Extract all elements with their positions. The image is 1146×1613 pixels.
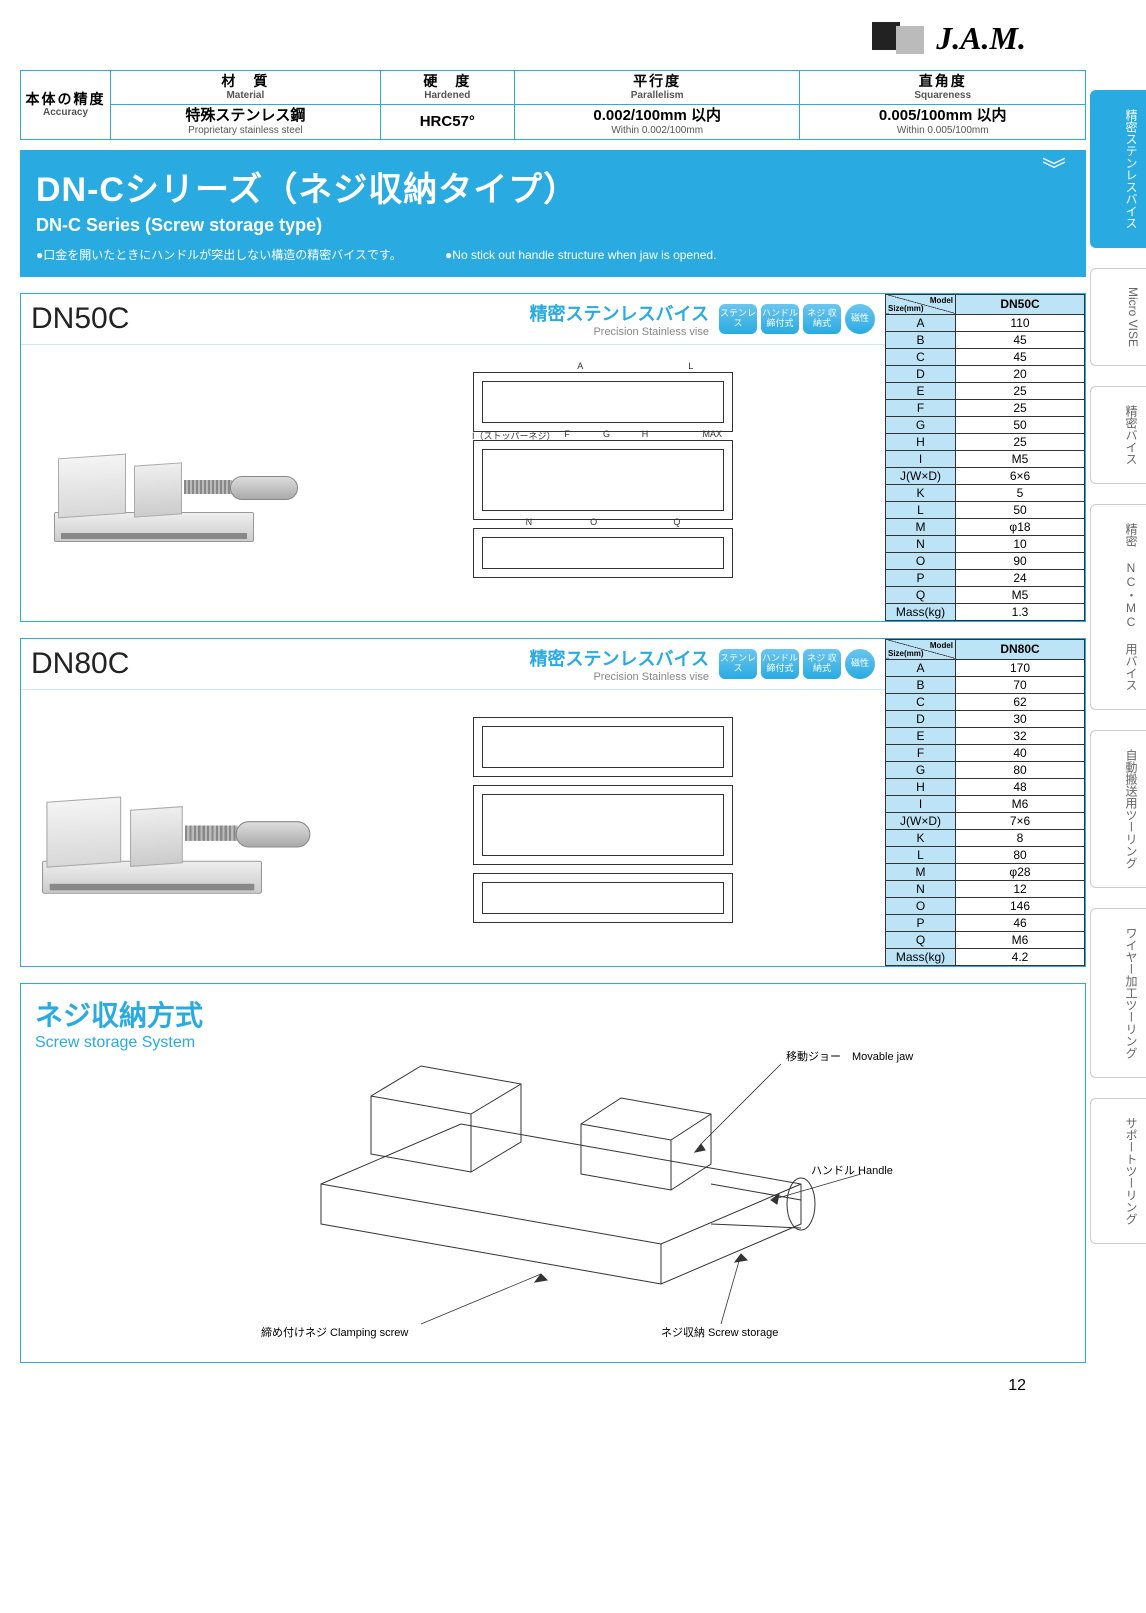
table-row: K8 bbox=[886, 829, 1085, 846]
table-row: QM5 bbox=[886, 586, 1085, 603]
side-tab[interactable]: サポートツーリング bbox=[1090, 1098, 1146, 1244]
table-row: H25 bbox=[886, 433, 1085, 450]
table-row: L50 bbox=[886, 501, 1085, 518]
series-note-jp: ●口金を開いたときにハンドルが突出しない構造の精密バイスです。 bbox=[36, 248, 402, 262]
label-clamp: 締め付けネジ Clamping screw bbox=[261, 1325, 408, 1339]
badge-handle: ハンドル 締付式 bbox=[761, 304, 799, 334]
spec-rows-0: A110B45C45D20E25F25G50H25IM5J(W×D)6×6K5L… bbox=[886, 314, 1085, 620]
technical-drawing: AL I（ストッパーネジ）FGHMAX NOQ bbox=[329, 353, 877, 597]
table-row: O146 bbox=[886, 897, 1085, 914]
table-row: E25 bbox=[886, 382, 1085, 399]
technical-drawing bbox=[329, 698, 877, 942]
logo-text: J.A.M. bbox=[936, 20, 1026, 57]
table-row: A110 bbox=[886, 314, 1085, 331]
side-tab[interactable]: 精密ステンレスバイス bbox=[1090, 90, 1146, 248]
logo-row: J.A.M. bbox=[20, 0, 1086, 60]
label-movable: 移動ジョー Movable jaw bbox=[786, 1049, 913, 1063]
table-row: E32 bbox=[886, 727, 1085, 744]
side-tab[interactable]: Micro VISE bbox=[1090, 268, 1146, 366]
table-row: K5 bbox=[886, 484, 1085, 501]
side-tab[interactable]: 精密バイス bbox=[1090, 386, 1146, 484]
table-row: P24 bbox=[886, 569, 1085, 586]
table-row: G80 bbox=[886, 761, 1085, 778]
label-storage: ネジ収納 Screw storage bbox=[661, 1326, 778, 1339]
table-row: Mφ18 bbox=[886, 518, 1085, 535]
badge-magnetic: 磁性 bbox=[845, 304, 875, 334]
table-row: Mass(kg)1.3 bbox=[886, 603, 1085, 620]
table-row: F25 bbox=[886, 399, 1085, 416]
table-row: J(W×D)6×6 bbox=[886, 467, 1085, 484]
badge-screw: ネジ 収納式 bbox=[803, 304, 841, 334]
label-handle: ハンドル Handle bbox=[811, 1165, 893, 1177]
spec-data-table-dn50c: Size(mm)ModelDN50C A110B45C45D20E25F25G5… bbox=[885, 294, 1085, 621]
series-note-en: ●No stick out handle structure when jaw … bbox=[445, 248, 716, 262]
table-row: B45 bbox=[886, 331, 1085, 348]
table-row: QM6 bbox=[886, 931, 1085, 948]
side-tab[interactable]: 精密 NC・MC 用バイス bbox=[1090, 504, 1146, 710]
badge-row: ステンレス ハンドル 締付式 ネジ 収納式 磁性 bbox=[719, 304, 875, 334]
table-row: H48 bbox=[886, 778, 1085, 795]
table-row: F40 bbox=[886, 744, 1085, 761]
table-row: Mass(kg)4.2 bbox=[886, 948, 1085, 965]
table-row: Mφ28 bbox=[886, 863, 1085, 880]
model-name: DN50C bbox=[31, 302, 129, 336]
table-row: IM5 bbox=[886, 450, 1085, 467]
side-tabs: 精密ステンレスバイス Micro VISE 精密バイス精密 NC・MC 用バイス自動… bbox=[1090, 90, 1146, 1244]
table-row: L80 bbox=[886, 846, 1085, 863]
table-row: A170 bbox=[886, 659, 1085, 676]
table-row: IM6 bbox=[886, 795, 1085, 812]
table-row: O90 bbox=[886, 552, 1085, 569]
product-photo bbox=[29, 698, 319, 942]
series-subtitle: DN-C Series (Screw storage type) bbox=[36, 215, 1070, 236]
product-dn80c: DN80C 精密ステンレスバイス Precision Stainless vis… bbox=[20, 638, 1086, 967]
table-row: J(W×D)7×6 bbox=[886, 812, 1085, 829]
table-row: N10 bbox=[886, 535, 1085, 552]
product-label-jp: 精密ステンレスバイス bbox=[530, 304, 709, 324]
table-row: P46 bbox=[886, 914, 1085, 931]
badge-stainless: ステンレス bbox=[719, 304, 757, 334]
spec-rows-1: A170B70C62D30E32F40G80H48IM6J(W×D)7×6K8L… bbox=[886, 659, 1085, 965]
isometric-drawing: 移動ジョー Movable jaw ハンドル Handle 締め付けネジ Cla… bbox=[241, 1024, 941, 1344]
chevron-down-icon: ︾ bbox=[1042, 164, 1066, 178]
product-photo bbox=[29, 353, 319, 597]
series-title: DN-Cシリーズ（ネジ収納タイプ） bbox=[36, 162, 1070, 211]
product-dn50c: DN50C 精密ステンレスバイス Precision Stainless vis… bbox=[20, 293, 1086, 622]
product-label-en: Precision Stainless vise bbox=[530, 326, 709, 338]
table-row: D30 bbox=[886, 710, 1085, 727]
table-row: N12 bbox=[886, 880, 1085, 897]
series-banner: ︾ DN-Cシリーズ（ネジ収納タイプ） DN-C Series (Screw s… bbox=[20, 150, 1086, 277]
accuracy-spec-table: 本体の精度 Accuracy 材 質Material 硬 度Hardened 平… bbox=[20, 70, 1086, 140]
table-row: C62 bbox=[886, 693, 1085, 710]
page-number: 12 bbox=[20, 1377, 1026, 1395]
model-name: DN80C bbox=[31, 647, 129, 681]
spec-rowlabel-en: Accuracy bbox=[25, 107, 106, 119]
side-tab[interactable]: 自動搬送用ツーリング bbox=[1090, 730, 1146, 888]
storage-section: ネジ収納方式 Screw storage System bbox=[20, 983, 1086, 1363]
table-row: G50 bbox=[886, 416, 1085, 433]
logo-mark bbox=[872, 22, 924, 55]
table-row: D20 bbox=[886, 365, 1085, 382]
spec-rowlabel-jp: 本体の精度 bbox=[25, 91, 106, 108]
table-row: C45 bbox=[886, 348, 1085, 365]
spec-data-table-dn80c: Size(mm)ModelDN80C A170B70C62D30E32F40G8… bbox=[885, 639, 1085, 966]
table-row: B70 bbox=[886, 676, 1085, 693]
side-tab[interactable]: ワイヤー加工ツーリング bbox=[1090, 908, 1146, 1078]
